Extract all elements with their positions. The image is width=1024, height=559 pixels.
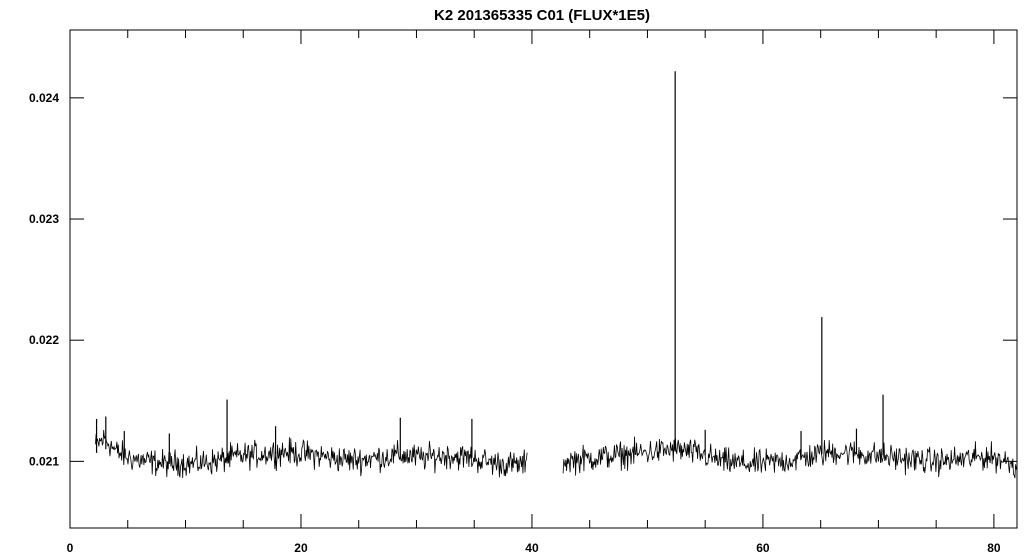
x-tick-label: 20	[294, 541, 308, 555]
axis-ticks	[69, 30, 1017, 528]
y-tick-label: 0.022	[29, 333, 59, 347]
x-tick-label: 60	[756, 541, 770, 555]
chart-title: K2 201365335 C01 (FLUX*1E5)	[434, 7, 650, 24]
y-tick-label: 0.021	[29, 454, 59, 468]
flux-series	[95, 429, 1018, 479]
y-tick-label: 0.024	[29, 91, 59, 105]
x-tick-label: 0	[67, 541, 74, 555]
flux-series-line	[95, 429, 528, 479]
x-tick-label: 80	[987, 541, 1001, 555]
axis-tick-labels: 0 20 40 60 80 0.021 0.022 0.023 0.024	[29, 91, 1001, 555]
x-tick-label: 40	[525, 541, 539, 555]
flux-spikes	[95, 71, 884, 464]
flux-series-line	[562, 436, 1018, 479]
y-tick-label: 0.023	[29, 212, 59, 226]
plot-frame	[69, 29, 1018, 529]
